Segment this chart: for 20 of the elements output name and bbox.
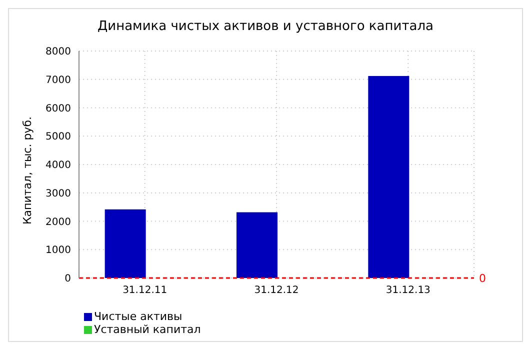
- y-tick-label: 4000: [46, 160, 71, 172]
- bar: [236, 212, 278, 278]
- legend-label: Уставный капитал: [94, 323, 201, 336]
- x-tick-label: 31.12.12: [254, 285, 299, 296]
- y-tick-label: 7000: [46, 74, 71, 86]
- x-tick-label: 31.12.13: [386, 285, 430, 296]
- bar: [368, 76, 410, 278]
- y-tick-label: 3000: [46, 188, 71, 200]
- bar: [104, 209, 146, 278]
- y-axis-title: Капитал, тыс. руб.: [20, 116, 34, 224]
- x-tick-label: 31.12.11: [122, 285, 168, 296]
- y-tick-label: 6000: [46, 103, 71, 114]
- y-tick-label: 8000: [46, 46, 71, 58]
- legend-label: Чистые активы: [94, 310, 182, 323]
- y-tick-label: 2000: [46, 216, 71, 228]
- y-tick-label: 0: [64, 274, 71, 285]
- y-tick-label: 1000: [46, 245, 71, 256]
- chart-title: Динамика чистых активов и уставного капитала: [96, 18, 435, 36]
- ref-line-label: 0: [479, 272, 486, 285]
- y-tick-label: 5000: [46, 132, 71, 143]
